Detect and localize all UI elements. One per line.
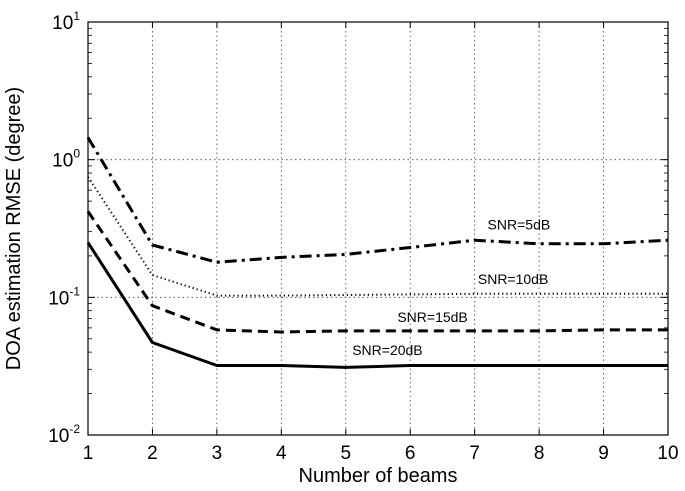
series-annotation: SNR=5dB [488, 217, 551, 233]
x-tick-label: 9 [598, 443, 609, 464]
y-tick-exponent: -1 [69, 284, 80, 298]
x-tick-label: 5 [340, 443, 351, 464]
y-tick-base: 10 [52, 151, 73, 172]
y-tick-label: 100 [52, 147, 80, 172]
y-tick-base: 10 [48, 426, 69, 447]
y-axis-label: DOA estimation RMSE (degree) [3, 87, 25, 370]
x-axis-label: Number of beams [299, 465, 458, 487]
series-layer [86, 136, 669, 369]
x-tick-label: 4 [276, 443, 287, 464]
y-tick-exponent: 1 [73, 9, 80, 23]
y-tick-label: 10-1 [48, 284, 80, 309]
x-tick-label: 7 [469, 443, 480, 464]
grid [88, 22, 668, 435]
y-tick-label: 10-2 [48, 422, 80, 447]
x-tick-label: 8 [534, 443, 545, 464]
series-annotation: SNR=15dB [397, 309, 467, 325]
x-tick-label: 1 [83, 443, 94, 464]
x-tick-label: 10 [657, 443, 678, 464]
series-annotation: SNR=10dB [478, 271, 548, 287]
y-tick-base: 10 [48, 288, 69, 309]
plot-frame [87, 21, 669, 436]
annotations: SNR=5dB SNR=10dB SNR=15dB SNR=20dB [352, 217, 550, 358]
y-tick-exponent: -2 [69, 422, 80, 436]
series-line-snr-10db [87, 176, 668, 297]
x-tick-label: 3 [212, 443, 223, 464]
y-tick-exponent: 0 [73, 147, 80, 161]
y-tick-base: 10 [52, 13, 73, 34]
y-tick-label: 101 [52, 9, 80, 34]
series-line-snr-15db [86, 210, 668, 334]
series-line-snr-5db [86, 136, 669, 264]
series-annotation: SNR=20dB [352, 342, 422, 358]
x-tick-label: 6 [405, 443, 416, 464]
x-tick-label: 2 [147, 443, 158, 464]
series-line-snr-20db [86, 241, 668, 369]
